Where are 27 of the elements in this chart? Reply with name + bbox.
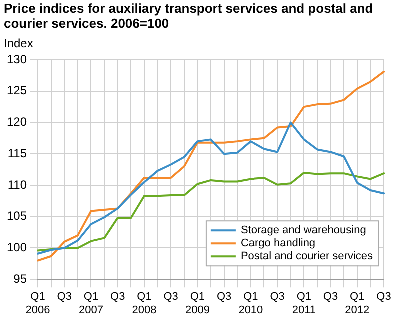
x-tick-label: Q3 — [164, 291, 178, 304]
x-tick-label: Q3 — [57, 291, 72, 304]
x-tick-label: Q3 — [376, 291, 392, 304]
x-tick-label: Q3 — [270, 291, 285, 304]
legend-label: Postal and courier services — [240, 250, 374, 263]
y-tick-label: 105 — [6, 209, 28, 224]
x-tick-label: Q1 2012 — [345, 291, 370, 316]
y-tick-label: 115 — [8, 146, 28, 160]
x-tick-label: Q3 — [323, 291, 338, 304]
x-tick-label: Q1 2007 — [79, 291, 104, 316]
y-tick-label: 110 — [8, 178, 28, 192]
x-tick-label: Q3 — [110, 291, 126, 304]
legend-label: Cargo handling — [240, 238, 316, 250]
chart-title: Price indices for auxiliary transport services and postal and courier services. 2006=100 — [4, 1, 374, 32]
y-tick-label: 100 — [6, 240, 28, 255]
x-tick-label: Q1 2008 — [132, 291, 157, 316]
y-tick-label: 95 — [14, 272, 28, 286]
x-tick-label: Q1 2009 — [185, 291, 210, 316]
legend-label: Storage and warehousing — [240, 224, 366, 237]
x-tick-label: Q3 — [216, 291, 232, 304]
y-tick-label: 130 — [6, 52, 28, 66]
y-tick-label: 125 — [6, 84, 28, 98]
y-tick-label: 120 — [6, 115, 28, 130]
x-tick-label: Q1 2006 — [26, 291, 50, 316]
y-axis-title: Index — [4, 36, 34, 50]
x-tick-label: Q1 2011 — [292, 291, 316, 316]
x-tick-label: Q1 2010 — [238, 291, 264, 316]
